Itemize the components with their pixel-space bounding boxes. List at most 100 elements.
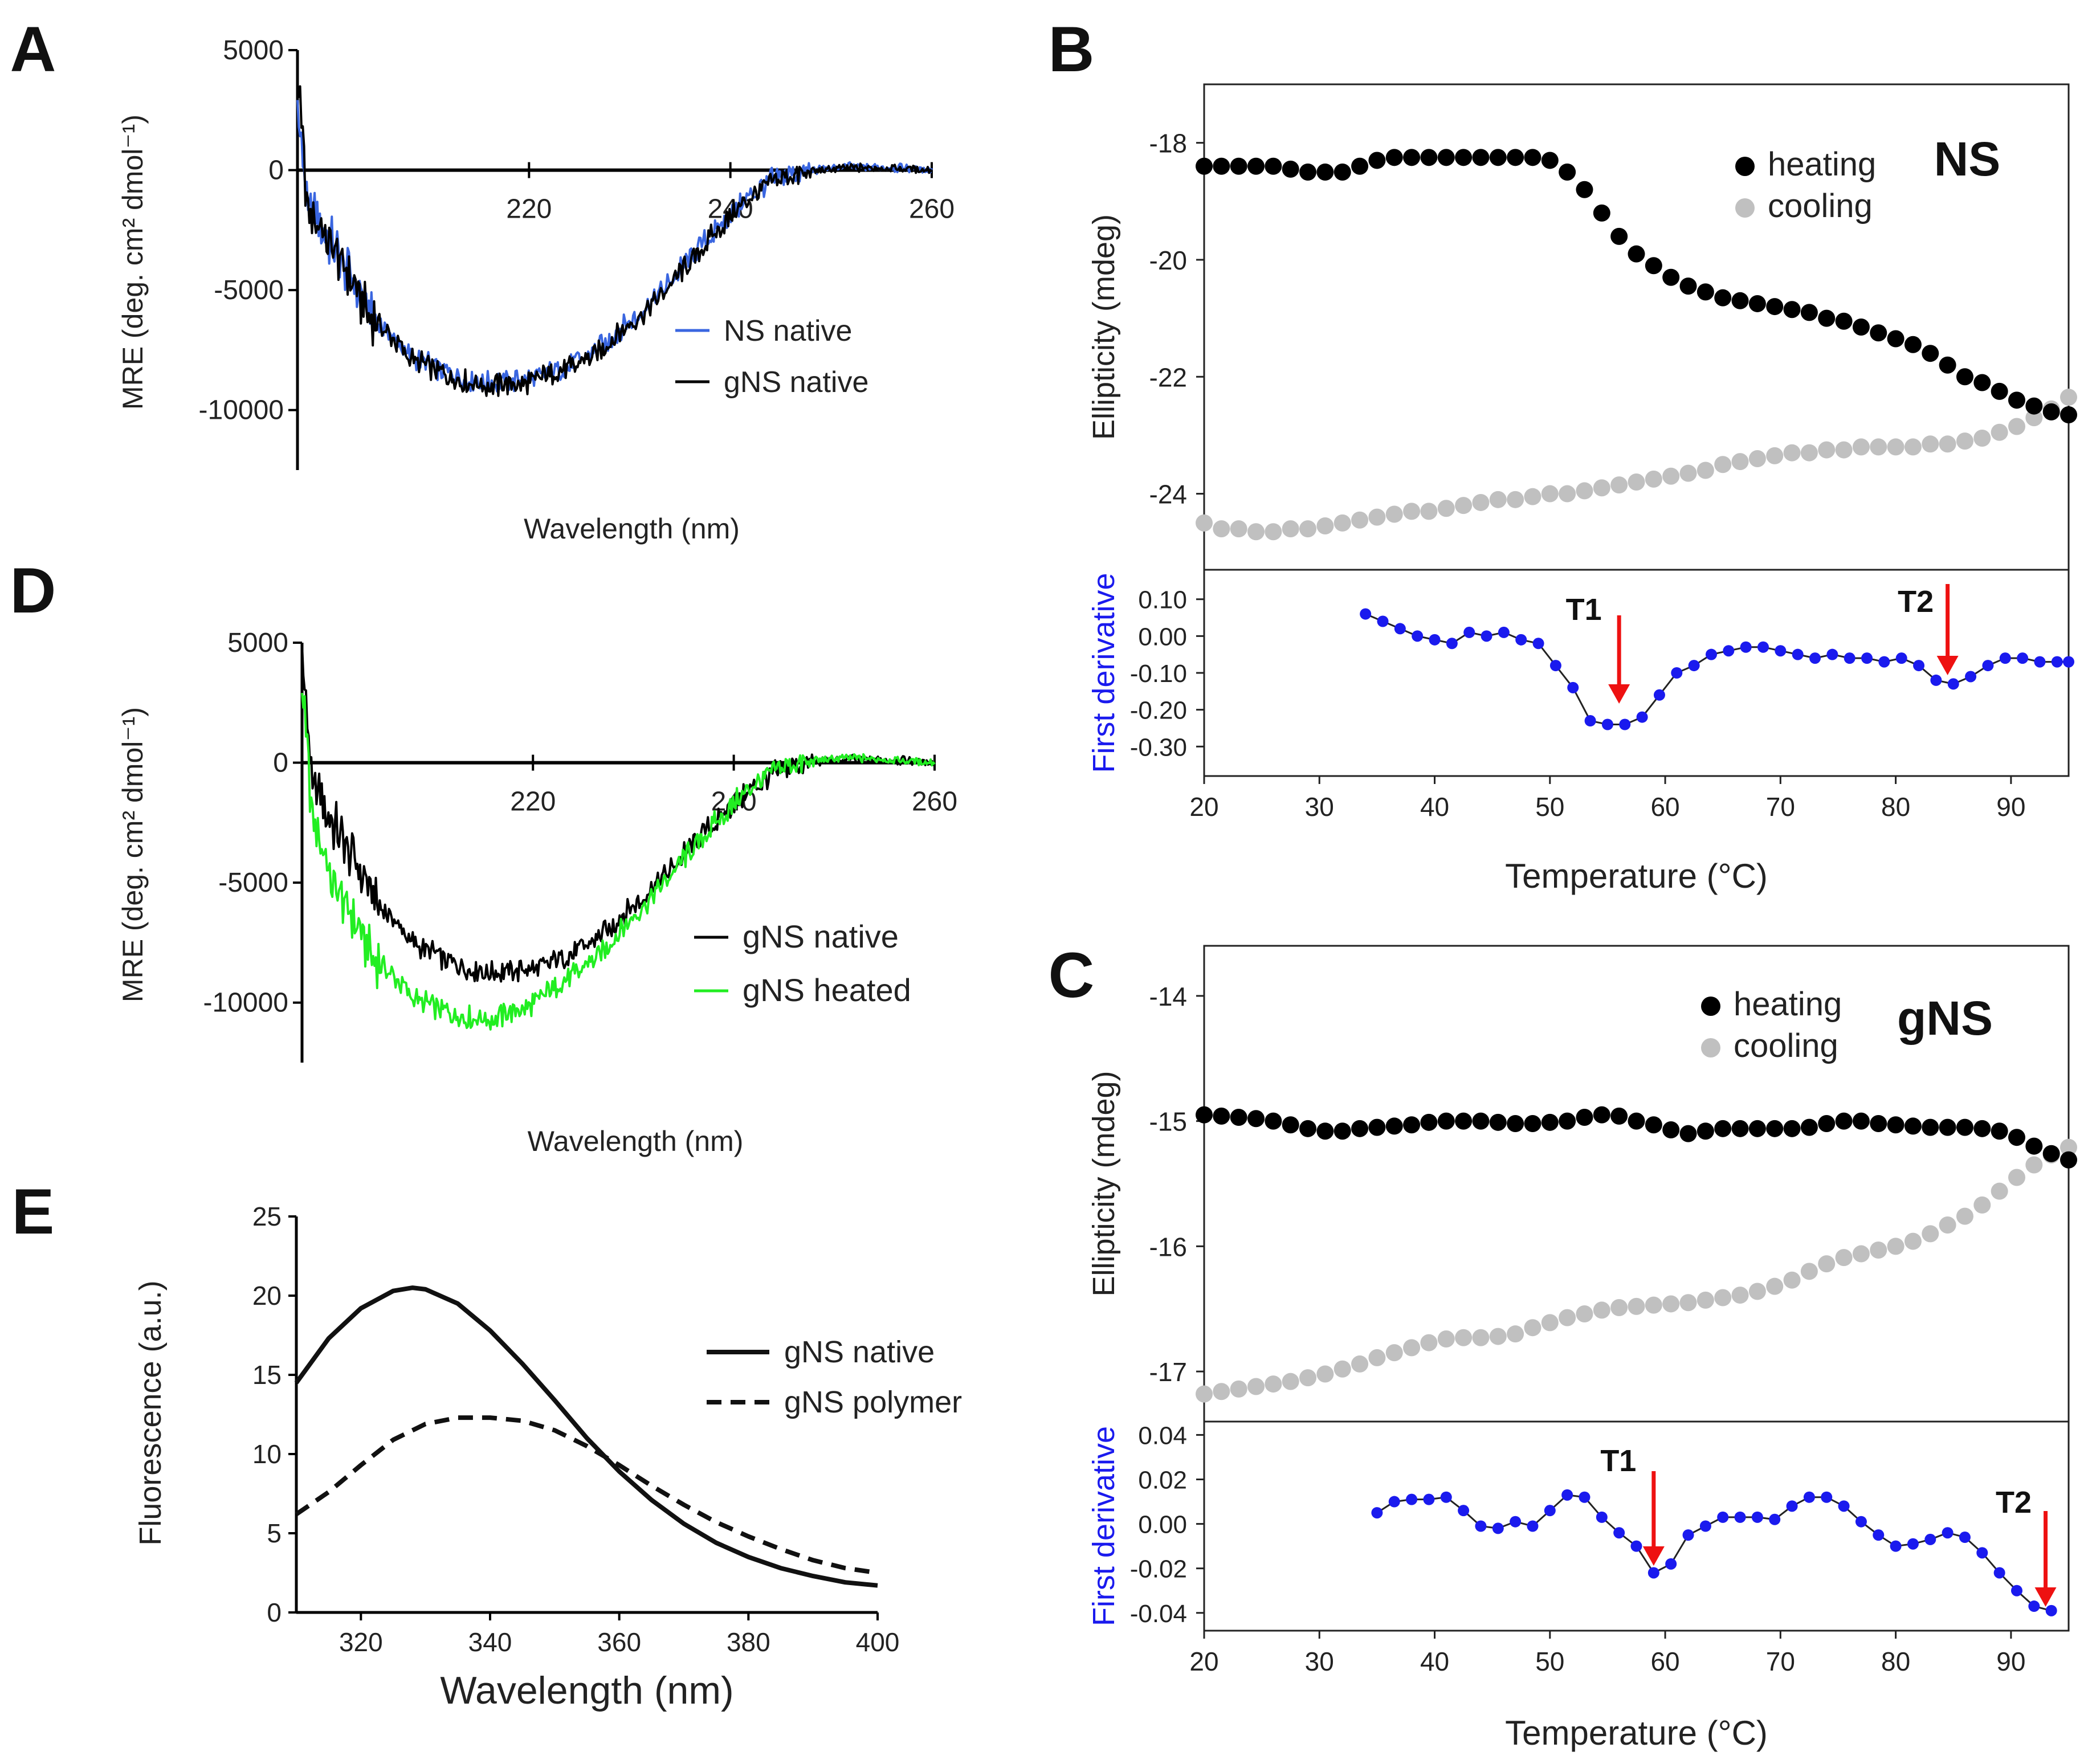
derivative-point <box>1717 1511 1729 1523</box>
derivative-point <box>2051 656 2063 668</box>
y-tick-label: -0.10 <box>1130 660 1187 688</box>
x-tick-label: 40 <box>1420 792 1449 822</box>
cooling-point <box>1939 435 1956 453</box>
cooling-point <box>1628 1297 1645 1315</box>
cooling-point <box>1662 467 1680 485</box>
cooling-point <box>1282 520 1299 538</box>
heating-point <box>1731 292 1749 309</box>
derivative-point <box>1855 1516 1867 1528</box>
y-tick-label: -0.30 <box>1130 733 1187 761</box>
heating-point <box>1247 1110 1265 1128</box>
derivative-point <box>1734 1511 1746 1523</box>
derivative-point <box>1757 641 1769 653</box>
heating-point <box>1196 157 1213 175</box>
derivative-point <box>1930 674 1942 686</box>
series-line <box>296 81 933 397</box>
cooling-point <box>1437 1330 1455 1348</box>
cooling-point <box>1610 476 1628 494</box>
derivative-point <box>1601 718 1613 730</box>
y-axis-label: MRE (deg. cm² dmol⁻¹) <box>117 115 149 410</box>
y-tick-label: -20 <box>1149 246 1187 275</box>
heating-point <box>1748 1120 1766 1137</box>
heating-point <box>1282 160 1299 178</box>
derivative-point <box>1630 1540 1642 1552</box>
cooling-point <box>1748 450 1766 467</box>
cooling-point <box>1437 500 1455 517</box>
derivative-point <box>1458 1505 1470 1517</box>
legend-label: gNS heated <box>743 972 911 1008</box>
derivative-point <box>1406 1493 1418 1505</box>
cooling-point <box>1489 1328 1507 1345</box>
legend-label: NS native <box>724 315 852 348</box>
cooling-point <box>1385 1344 1403 1362</box>
cooling-point <box>1524 1319 1541 1337</box>
cooling-point <box>1541 485 1559 503</box>
derivative-point <box>1705 648 1717 660</box>
derivative-point <box>1803 1491 1815 1503</box>
heating-point <box>1316 1122 1334 1140</box>
derivative-axis-label: First derivative <box>1087 1426 1121 1626</box>
derivative-point <box>1492 1522 1504 1534</box>
derivative-point <box>2034 656 2046 668</box>
annotation-label: T2 <box>1996 1485 2032 1520</box>
derivative-point <box>1481 630 1492 642</box>
x-tick-label: 50 <box>1535 1647 1564 1676</box>
heating-point <box>1887 330 1905 348</box>
y-tick-label: 20 <box>252 1281 282 1310</box>
derivative-point <box>1861 652 1873 664</box>
y-tick-label: 0 <box>268 156 284 186</box>
heating-point <box>1593 204 1610 222</box>
heating-point <box>1437 149 1455 166</box>
cooling-point <box>1991 1182 2008 1200</box>
heating-point <box>2008 391 2025 409</box>
heating-point <box>1559 1112 1576 1130</box>
cooling-point <box>1852 1245 1870 1263</box>
cooling-point <box>1333 1360 1351 1378</box>
heating-point <box>1213 157 1230 175</box>
derivative-point <box>1682 1529 1694 1541</box>
cooling-point <box>1610 1299 1628 1317</box>
derivative-point <box>1498 626 1510 638</box>
cooling-point <box>1593 479 1610 497</box>
heating-point <box>2025 397 2043 415</box>
derivative-frame <box>1203 1420 2070 1632</box>
annotation-label: T2 <box>1898 585 1934 619</box>
heating-point <box>1351 1120 1369 1137</box>
cooling-point <box>1679 464 1697 482</box>
heating-point <box>1835 312 1853 330</box>
cooling-point <box>2060 1138 2077 1156</box>
derivative-point <box>1544 1505 1556 1517</box>
heating-point <box>1697 1122 1714 1140</box>
derivative-point <box>1412 630 1424 642</box>
heating-point <box>1783 1120 1801 1137</box>
cooling-point <box>1316 1365 1334 1383</box>
x-tick-label: 20 <box>1189 1647 1218 1676</box>
heating-point <box>1956 1118 1973 1136</box>
x-tick-label: 220 <box>510 787 556 817</box>
cooling-point <box>1299 520 1317 538</box>
heating-point <box>1299 163 1317 181</box>
cooling-point <box>2060 389 2077 406</box>
x-tick-label: 90 <box>1996 792 2025 822</box>
heating-point <box>1455 149 1473 166</box>
heating-point <box>2042 403 2060 420</box>
y-tick-label: 0.00 <box>1138 623 1187 651</box>
cooling-point <box>1576 482 1593 500</box>
heating-point <box>1489 1113 1507 1131</box>
legend-marker <box>1735 198 1755 218</box>
derivative-point <box>1775 645 1787 657</box>
heating-point <box>1870 1115 1887 1133</box>
heating-point <box>1489 149 1507 166</box>
heating-point <box>1748 295 1766 312</box>
cooling-point <box>1835 1249 1853 1267</box>
derivative-point <box>1942 1527 1954 1539</box>
cooling-point <box>1662 1295 1680 1313</box>
cooling-point <box>1731 453 1749 471</box>
derivative-point <box>1429 634 1441 646</box>
series-line <box>294 1285 878 1588</box>
x-tick-label: 30 <box>1305 1647 1334 1676</box>
heating-point <box>1973 1120 1991 1137</box>
heating-point <box>1939 356 1956 374</box>
y-tick-label: -18 <box>1149 129 1187 158</box>
